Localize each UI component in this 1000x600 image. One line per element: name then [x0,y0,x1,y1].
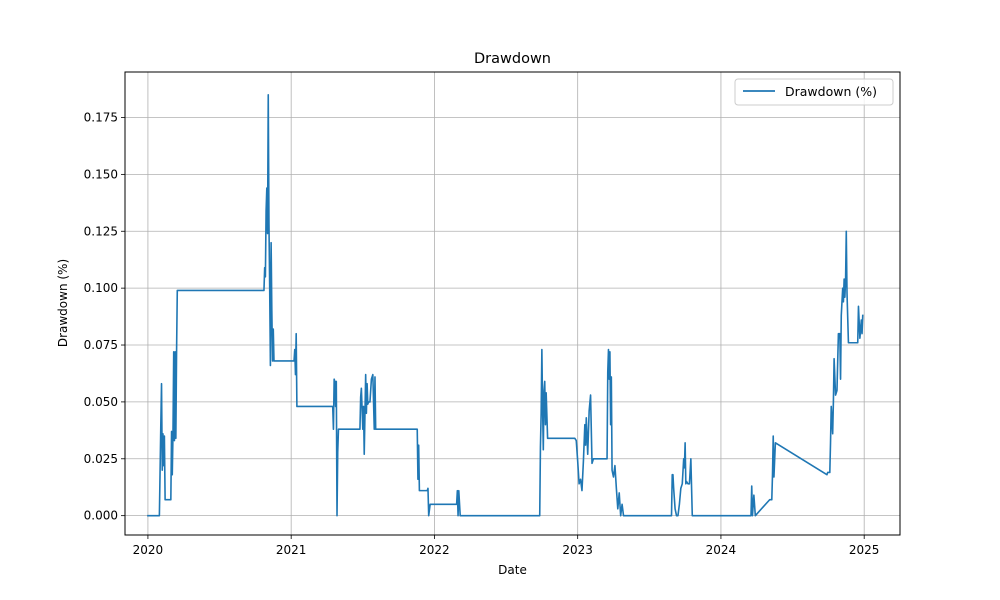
legend-box [734,78,894,106]
x-axis-label: Date [498,563,527,577]
plot-frame [124,71,901,536]
y-tick-label: 0.075 [84,338,118,352]
legend: Drawdown (%) [734,78,894,106]
x-tick-label: 2025 [849,543,880,557]
x-axis: 2020 2021 2022 2023 2024 2025 [133,535,880,557]
y-tick-label: 0.050 [84,395,118,409]
grid-lines [125,72,900,535]
y-tick-label: 0.125 [84,224,118,238]
y-tick-label: 0.100 [84,281,118,295]
series-line-drawdown [147,93,864,517]
x-tick-label: 2022 [419,543,450,557]
y-tick-label: 0.025 [84,452,118,466]
y-tick-label: 0.000 [84,509,118,523]
series-layer [147,93,864,517]
y-axis-label: Drawdown (%) [56,259,70,347]
plot-area [125,72,900,535]
x-tick-label: 2023 [562,543,593,557]
x-tick-label: 2024 [706,543,737,557]
y-axis: 0.000 0.025 0.050 0.075 0.100 0.125 0.150 0.175 [84,111,125,523]
chart-title: Drawdown [474,51,551,67]
x-tick-label: 2020 [133,543,164,557]
y-tick-label: 0.175 [84,111,118,125]
y-tick-label: 0.150 [84,167,118,181]
x-tick-label: 2021 [276,543,307,557]
legend-label-drawdown: Drawdown (%) [785,84,877,99]
